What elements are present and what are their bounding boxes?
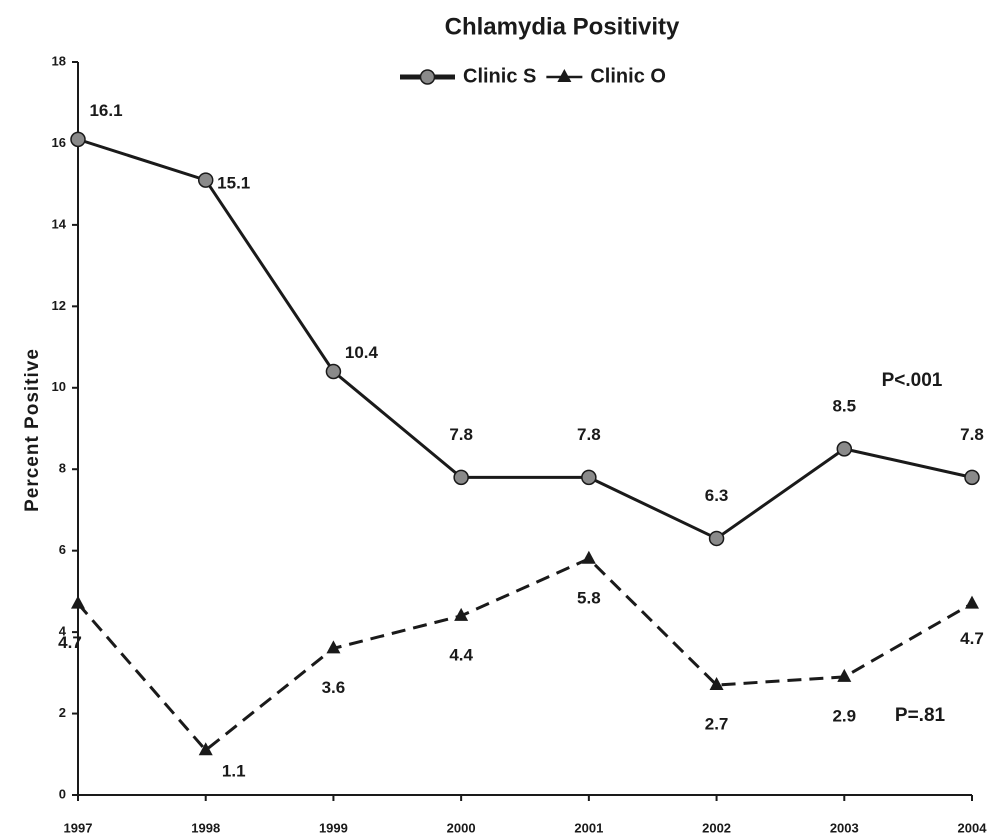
point [70,131,86,148]
legend-label: Clinic O [590,65,666,87]
y-axis-label: Percent Positive [22,348,43,512]
x-tick-label: 2004 [958,820,988,835]
data-label: 15.1 [217,174,250,193]
series-line [76,557,973,753]
y-tick-label: 16 [52,135,66,150]
series-line [77,137,973,541]
point [837,668,852,682]
data-label: 6.3 [705,486,729,505]
point [453,469,469,486]
x-tick-label: 1998 [191,820,220,835]
data-label: 1.1 [222,762,246,781]
y-tick-label: 14 [52,216,67,231]
data-label: 16.1 [89,101,122,120]
data-label: 4.7 [58,633,82,652]
data-label: 7.8 [577,425,601,444]
y-tick-label: 0 [59,786,66,801]
data-label: 4.4 [449,645,473,664]
y-tick-label: 10 [52,379,66,394]
y-tick-label: 12 [52,298,66,313]
y-tick-label: 8 [59,461,66,476]
x-tick-label: 2003 [830,820,859,835]
point [197,172,214,188]
point [965,595,979,609]
x-tick-label: 1999 [319,820,348,835]
y-tick-label: 6 [59,542,66,557]
x-tick-label: 2002 [702,820,731,835]
data-label: 8.5 [832,396,856,415]
x-tick-label: 1997 [64,820,93,835]
data-label: 2.9 [832,706,856,725]
y-tick-label: 4 [59,624,67,639]
y-tick-label: 2 [59,705,66,720]
data-label: 3.6 [322,678,346,697]
point [709,677,724,691]
point [419,69,436,85]
data-label: 2.7 [705,715,729,734]
annotation: P=.81 [895,705,946,726]
data-label: 5.8 [577,588,601,607]
x-tick-label: 2001 [574,820,603,835]
point [581,550,596,564]
point [581,469,597,486]
point [964,469,980,486]
x-tick-label: 2000 [447,820,476,835]
data-label: 7.8 [449,425,473,444]
point [326,640,341,654]
annotation: P<.001 [882,370,943,391]
point [198,742,213,756]
point [71,595,85,609]
y-tick-label: 18 [52,53,66,68]
data-label: 4.7 [960,629,984,648]
legend-label: Clinic S [463,65,536,87]
point [836,441,853,457]
point [557,69,572,82]
point [325,363,342,380]
point [708,530,725,547]
chart-title: Chlamydia Positivity [445,13,680,40]
data-label: 7.8 [960,425,984,444]
point [454,607,469,621]
data-label: 10.4 [345,343,379,362]
